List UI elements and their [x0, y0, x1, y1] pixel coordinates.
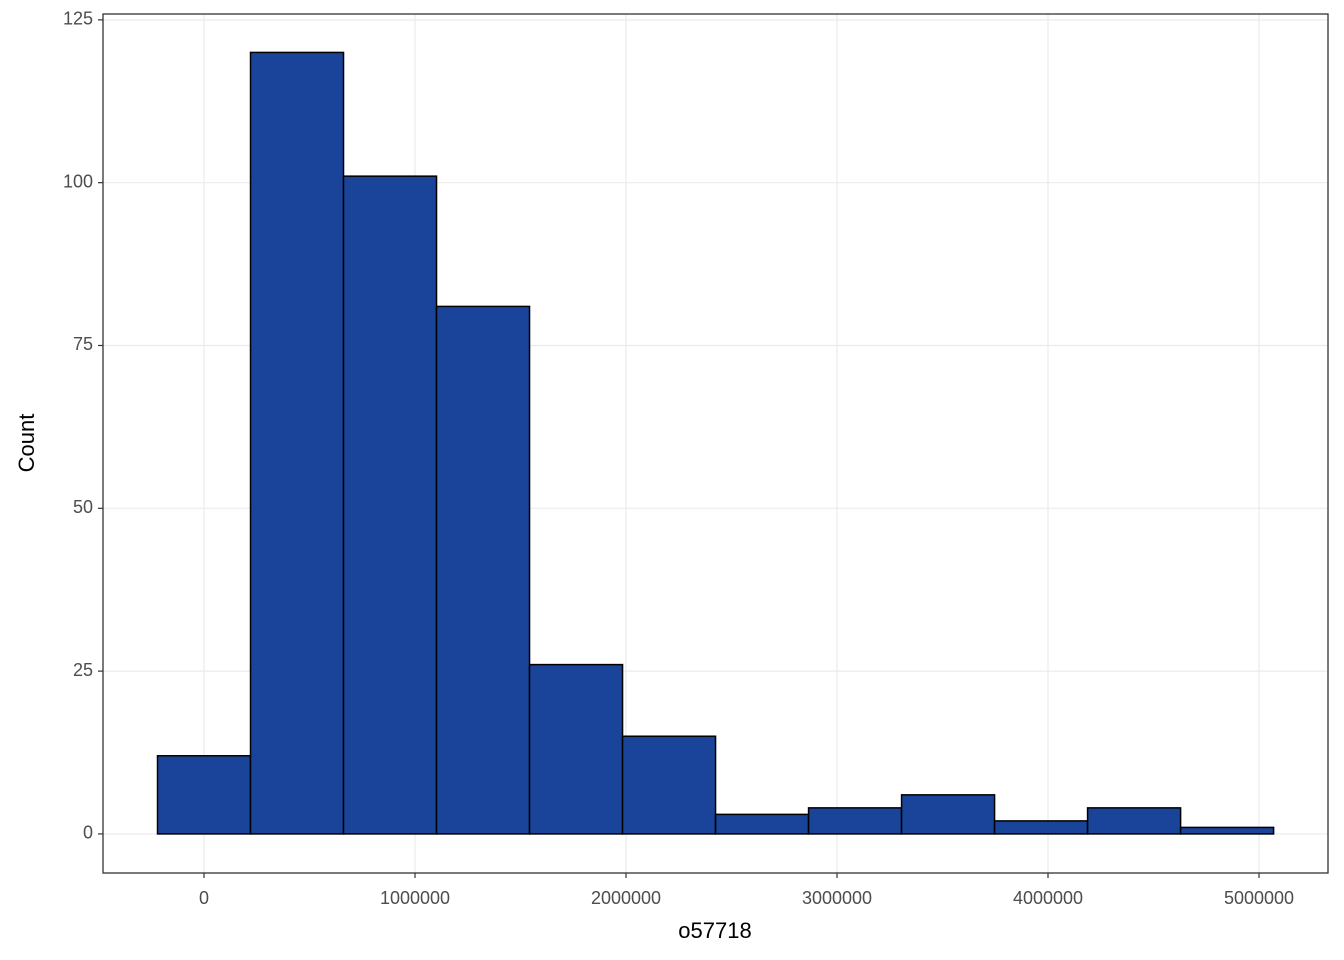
y-tick-label: 0 [83, 823, 93, 843]
bar [528, 663, 624, 835]
bar [249, 51, 345, 835]
x-tick-label: 0 [199, 888, 209, 908]
x-tick-label: 5000000 [1224, 888, 1294, 908]
x-tick-label: 1000000 [380, 888, 450, 908]
bar [1179, 826, 1275, 835]
y-tick-label: 125 [63, 9, 93, 29]
x-tick-label: 2000000 [591, 888, 661, 908]
bar [993, 820, 1089, 835]
x-tick-label: 4000000 [1013, 888, 1083, 908]
bar [156, 755, 252, 835]
y-axis-title: Count [14, 414, 39, 473]
bar [342, 175, 438, 835]
bar [807, 807, 903, 835]
bar [621, 735, 717, 835]
x-axis-title: o57718 [678, 918, 751, 943]
bar [900, 794, 996, 835]
y-tick-label: 100 [63, 171, 93, 191]
bar [714, 813, 810, 835]
panel-border [102, 13, 1329, 874]
y-tick-label: 50 [73, 497, 93, 517]
bar [435, 305, 531, 835]
y-tick-label: 25 [73, 660, 93, 680]
x-tick-label: 3000000 [802, 888, 872, 908]
bar [1086, 807, 1182, 835]
y-tick-label: 75 [73, 334, 93, 354]
